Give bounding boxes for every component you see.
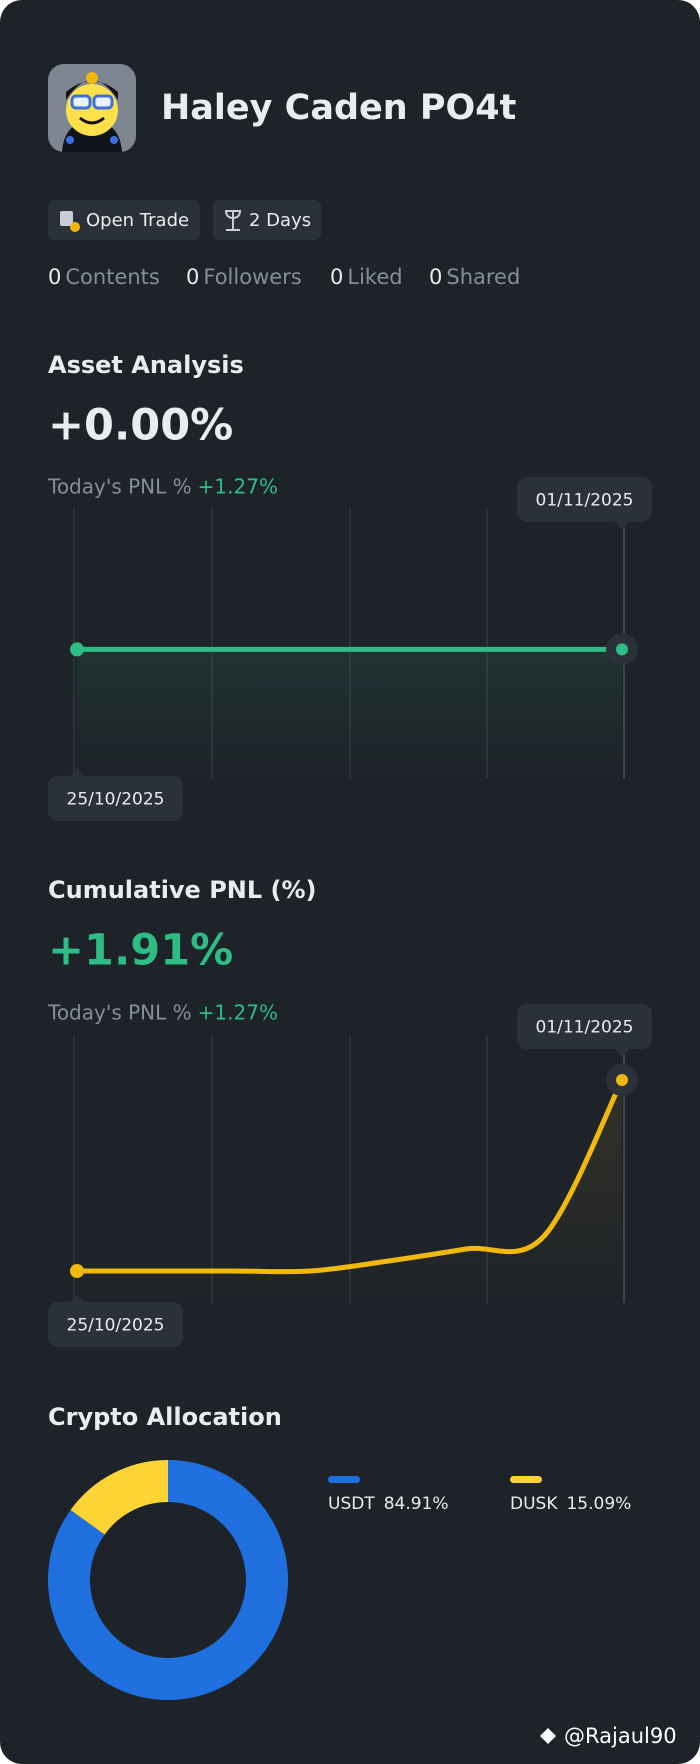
headline-value: +1.91% <box>48 926 233 976</box>
legend-name: USDT <box>328 1494 375 1514</box>
watermark: @Rajaul90 <box>540 1724 677 1748</box>
badge-label: 2 Days <box>249 210 311 231</box>
section-title: Crypto Allocation <box>48 1403 282 1431</box>
date-tooltip <box>517 477 652 522</box>
charts: Asset Analysis+0.00%Today's PNL % +1.27%0… <box>47 351 652 1700</box>
profile-name: Haley Caden PO4t <box>161 88 516 128</box>
line-area <box>77 1080 622 1303</box>
pnl-value: +1.27% <box>198 475 278 499</box>
legend-swatch <box>328 1476 360 1483</box>
line-area <box>77 649 622 778</box>
stats: 0 Contents 0 Followers 0 Liked 0 Shared <box>48 265 520 289</box>
legend-value: 15.09% <box>566 1494 631 1514</box>
section-title: Asset Analysis <box>48 351 244 379</box>
pnl-label: Today's PNL % <box>47 475 192 499</box>
tooltip-pointer <box>70 1294 84 1302</box>
stat-label: Followers <box>203 265 301 289</box>
pnl-value: +1.27% <box>198 1001 278 1025</box>
stat-label: Shared <box>446 265 520 289</box>
watermark-text: @Rajaul90 <box>564 1724 677 1748</box>
legend-value: 84.91% <box>384 1494 449 1514</box>
days-icon <box>225 210 241 231</box>
trade-icon <box>60 211 80 232</box>
date-tooltip <box>48 776 183 821</box>
stat-value: 0 <box>48 265 61 289</box>
end-point <box>616 643 628 656</box>
start-point <box>70 642 84 657</box>
stat-value: 0 <box>429 265 442 289</box>
stat-value: 0 <box>330 265 343 289</box>
headline-value: +0.00% <box>48 401 233 451</box>
stat-value: 0 <box>186 265 199 289</box>
pnl-label: Today's PNL % <box>47 1001 192 1025</box>
tooltip-pointer <box>615 522 629 530</box>
legend-swatch <box>510 1476 542 1483</box>
legend-name: DUSK <box>510 1494 558 1514</box>
start-point <box>70 1264 84 1278</box>
stat-label: Liked <box>347 265 402 289</box>
date-label: 25/10/2025 <box>67 790 165 810</box>
date-label: 25/10/2025 <box>67 1316 165 1336</box>
badge <box>48 200 200 240</box>
tooltip-pointer <box>70 768 84 776</box>
stat-label: Contents <box>65 265 159 289</box>
avatar[interactable] <box>48 64 136 152</box>
date-label: 01/11/2025 <box>536 1018 634 1038</box>
section-title: Cumulative PNL (%) <box>48 876 317 904</box>
donut-segment <box>70 1460 169 1536</box>
tooltip-pointer <box>615 1049 629 1057</box>
date-label: 01/11/2025 <box>536 491 634 511</box>
date-tooltip <box>48 1302 183 1347</box>
date-tooltip <box>517 1004 652 1049</box>
end-point <box>616 1074 628 1086</box>
line <box>74 1077 625 1275</box>
badge-label: Open Trade <box>86 210 189 231</box>
donut-segment <box>48 1460 288 1700</box>
